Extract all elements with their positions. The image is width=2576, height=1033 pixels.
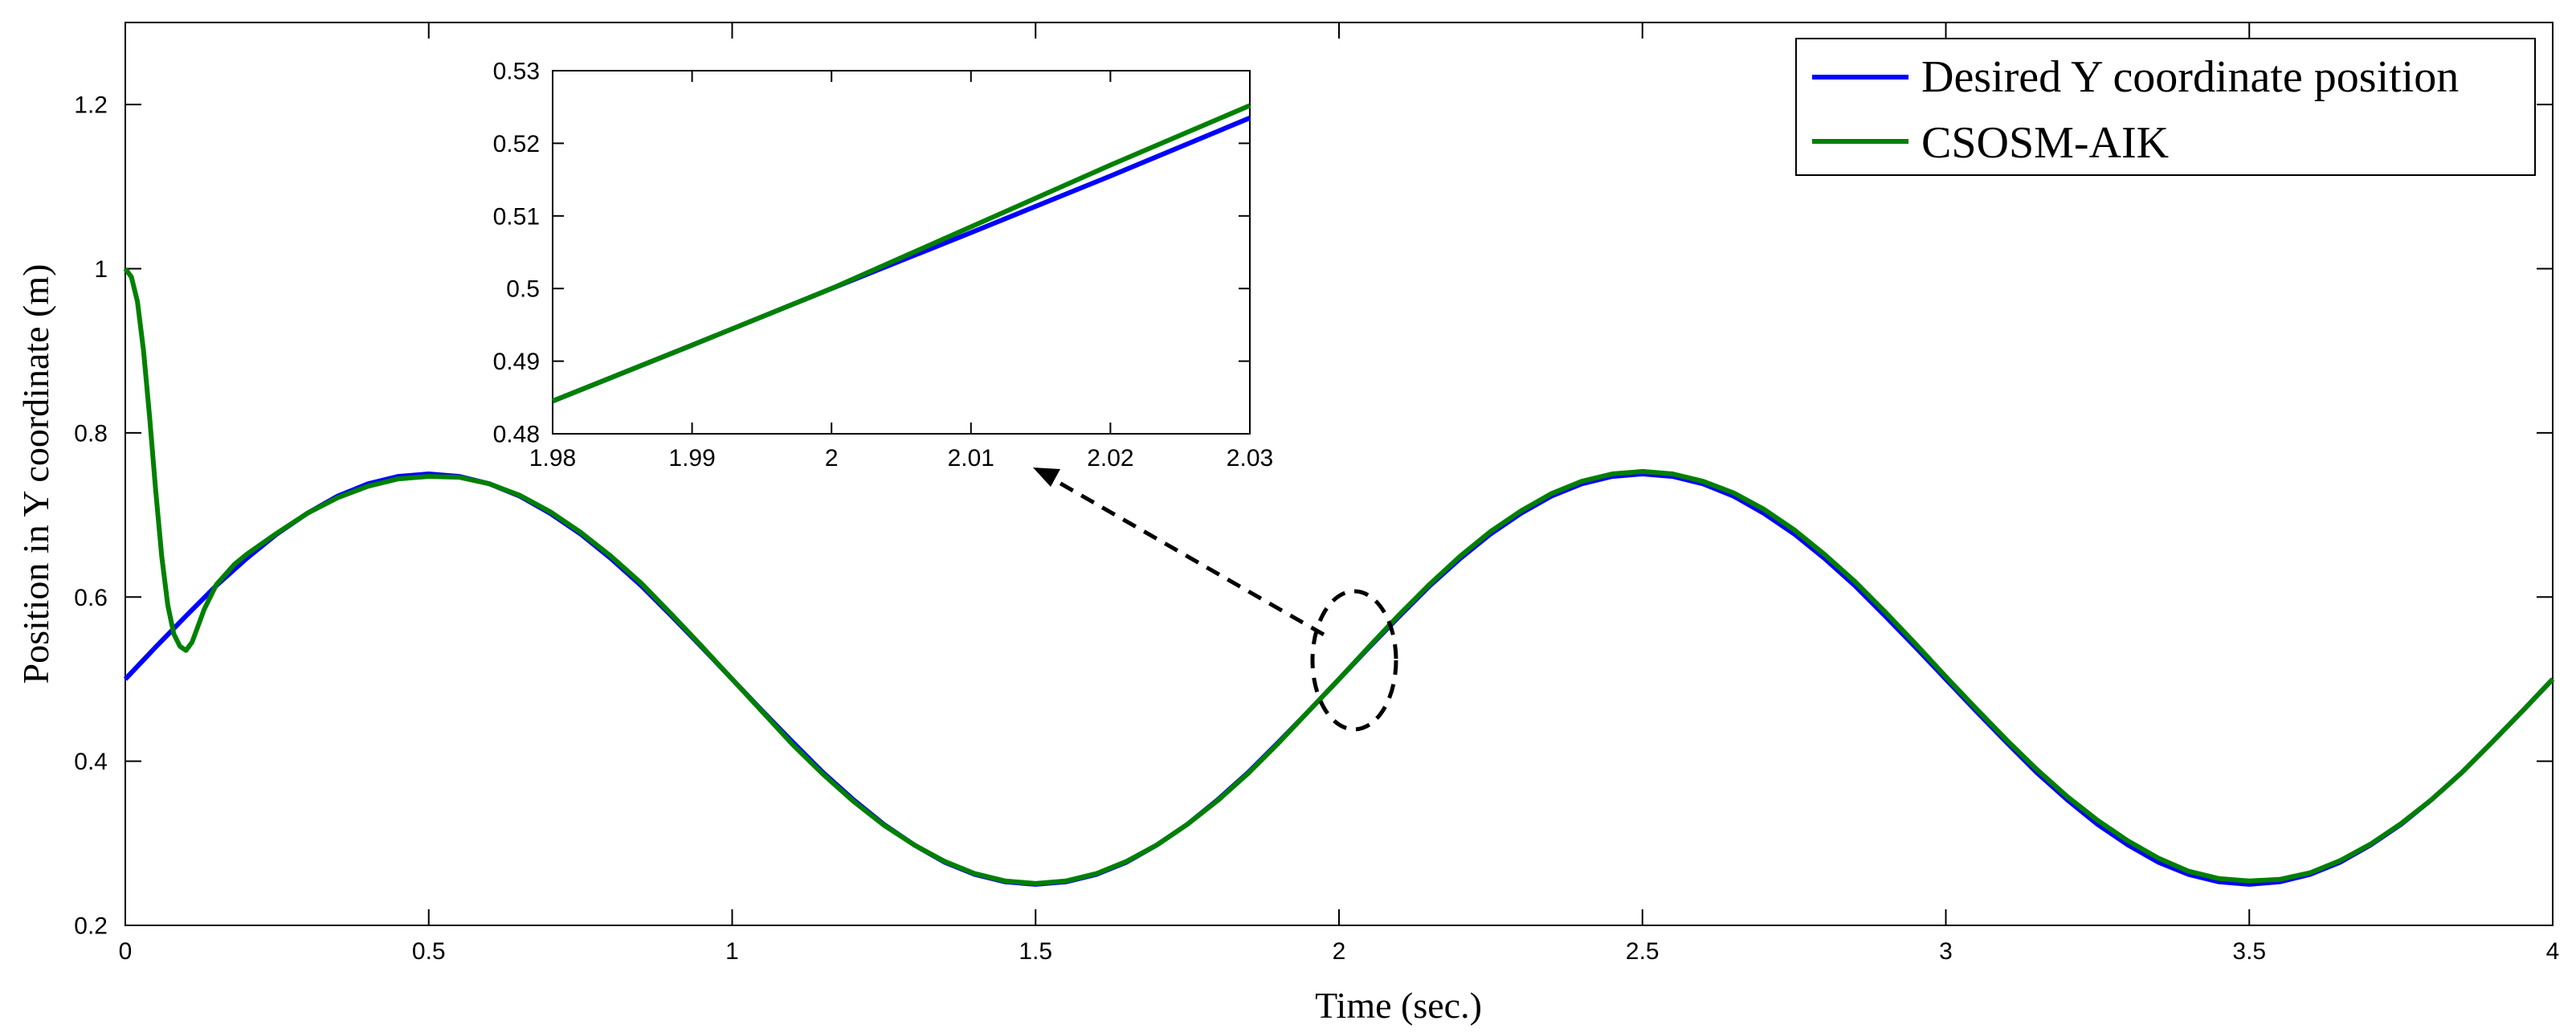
- inset-series-line-1: [551, 103, 1251, 404]
- inset-x-tick-label: 2: [825, 445, 839, 472]
- inset-x-tick-label: 1.99: [668, 445, 715, 472]
- main-y-tick-label: 0.4: [74, 749, 108, 775]
- inset-y-tick-label: 0.52: [493, 131, 540, 157]
- main-y-axis: 0.2 0.4 0.6 0.8 1 1.2: [74, 92, 2553, 940]
- zoom-arrow-line: [1051, 476, 1325, 637]
- zoom-arrow-head: [1033, 468, 1060, 487]
- inset-x-tick-label: 2.02: [1087, 445, 1133, 472]
- main-y-tick-label: 0.6: [74, 585, 108, 611]
- main-x-tick-label: 2: [1333, 938, 1346, 965]
- x-axis-label: Time (sec.): [1315, 985, 1482, 1026]
- zoom-ellipse: [1310, 589, 1398, 732]
- legend-label-csosm: CSOSM-AIK: [1921, 118, 2169, 168]
- main-series-line-1: [123, 267, 2555, 886]
- main-x-tick-label: 4: [2546, 938, 2560, 965]
- legend-label-desired: Desired Y coordinate position: [1921, 52, 2459, 102]
- main-x-tick-label: 0: [119, 938, 133, 965]
- main-y-tick-label: 1: [94, 256, 108, 283]
- inset-y-tick-label: 0.5: [506, 276, 540, 303]
- inset-x-tick-label: 1.98: [529, 445, 576, 472]
- main-series-group: [123, 267, 2555, 887]
- main-x-tick-label: 3.5: [2232, 938, 2266, 965]
- zoom-annotation: [1033, 468, 1398, 732]
- inset-y-tick-label: 0.53: [493, 59, 540, 85]
- legend-box: [1795, 38, 2536, 176]
- inset-chart: 1.98 1.99 2 2.01 2.02 2.03 0.48 0.49 0.5 0.51 0.5…: [493, 59, 1274, 472]
- inset-plot-area: [552, 70, 1251, 435]
- main-y-tick-label: 1.2: [74, 92, 108, 119]
- inset-y-tick-label: 0.48: [493, 422, 540, 448]
- main-x-tick-label: 1: [725, 938, 739, 965]
- inset-series-group: [551, 103, 1251, 404]
- main-x-axis: 0 0.5 1 1.5 2 2.5 3 3.5 4: [119, 22, 2560, 965]
- inset-y-axis: 0.48 0.49 0.5 0.51 0.52 0.53: [493, 59, 1250, 448]
- main-x-tick-label: 0.5: [412, 938, 446, 965]
- main-x-tick-label: 2.5: [1626, 938, 1659, 965]
- inset-x-tick-label: 2.03: [1227, 445, 1273, 472]
- inset-y-tick-label: 0.51: [493, 203, 540, 230]
- main-y-tick-label: 0.2: [74, 913, 108, 940]
- main-x-tick-label: 1.5: [1019, 938, 1052, 965]
- inset-x-tick-label: 2.01: [948, 445, 994, 472]
- main-y-tick-label: 0.8: [74, 420, 108, 447]
- legend: Desired Y coordinate position CSOSM-AIK: [1795, 38, 2536, 176]
- inset-y-tick-label: 0.49: [493, 349, 540, 375]
- y-axis-label: Position in Y coordinate (m): [15, 264, 56, 684]
- inset-x-axis: 1.98 1.99 2 2.01 2.02 2.03: [529, 71, 1273, 472]
- main-x-tick-label: 3: [1939, 938, 1953, 965]
